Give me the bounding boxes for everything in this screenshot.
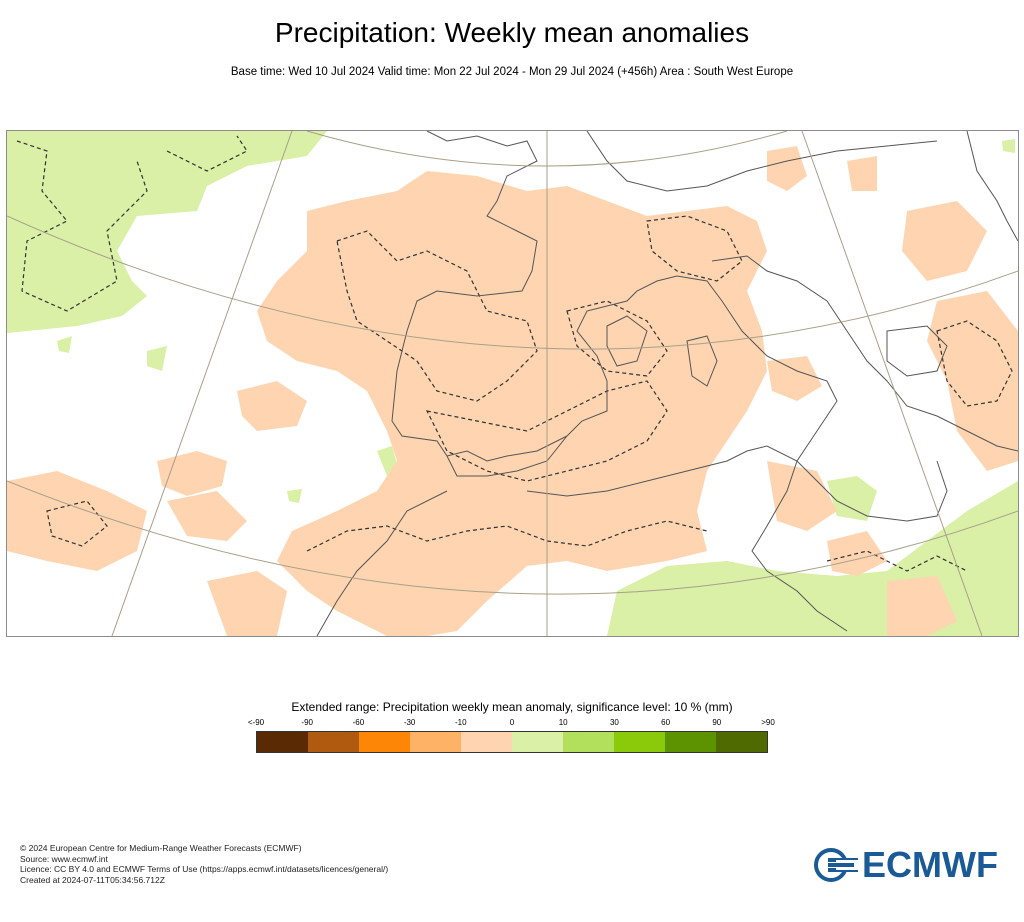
legend-swatch — [410, 732, 461, 752]
legend-swatch — [257, 732, 308, 752]
footer-line-licence: Licence: CC BY 4.0 and ECMWF Terms of Us… — [20, 864, 389, 875]
chart-subtitle: Base time: Wed 10 Jul 2024 Valid time: M… — [230, 66, 794, 78]
legend-swatch — [614, 732, 665, 752]
legend-tick-label: -10 — [455, 718, 467, 727]
footer-line-source: Source: www.ecmwf.int — [20, 853, 108, 864]
legend-swatch — [563, 732, 614, 752]
legend-tick-label: >90 — [761, 718, 775, 727]
legend-swatch — [359, 732, 410, 752]
legend-swatch — [308, 732, 359, 752]
legend-tick-label: <-90 — [247, 718, 265, 727]
coastlines — [316, 131, 1018, 636]
legend-swatch — [512, 732, 563, 752]
footer-line-copyright: © 2024 European Centre for Medium-Range … — [20, 843, 302, 853]
graticule — [7, 131, 1018, 636]
map-svg — [7, 131, 1018, 636]
legend-tick-label: -30 — [403, 718, 416, 727]
legend-swatch — [665, 732, 716, 752]
legend-tick-label: -60 — [352, 718, 365, 727]
significance-contours — [16, 135, 1013, 572]
ecmwf-logo: ECMWF — [814, 846, 1010, 884]
legend-tick-label: 0 — [509, 718, 515, 727]
ecmwf-logo-text: ECMWF — [862, 844, 998, 885]
legend-swatch — [716, 732, 767, 752]
legend-tick-label: -90 — [301, 718, 313, 727]
legend-tick-label: 60 — [661, 718, 671, 727]
legend-tick-label: 30 — [609, 718, 619, 727]
legend-ticks: <-90 -90 -60 -30 -10 0 10 30 60 90 >90 — [0, 718, 1024, 730]
footer-credits: © 2024 European Centre for Medium-Range … — [20, 843, 388, 885]
legend-tick-label: 90 — [712, 718, 722, 727]
map-panel — [6, 130, 1019, 637]
legend-tick-label: 10 — [558, 718, 568, 727]
legend-colorbar — [256, 731, 768, 753]
chart-title: Precipitation: Weekly mean anomalies — [274, 17, 750, 48]
ecmwf-logo-icon — [814, 848, 858, 882]
footer-line-created: Created at 2024-07-11T05:34:56.712Z — [20, 874, 165, 885]
legend-swatch — [461, 732, 512, 752]
negative-anomaly-areas — [7, 146, 1018, 636]
legend-title: Extended range: Precipitation weekly mea… — [291, 700, 733, 714]
